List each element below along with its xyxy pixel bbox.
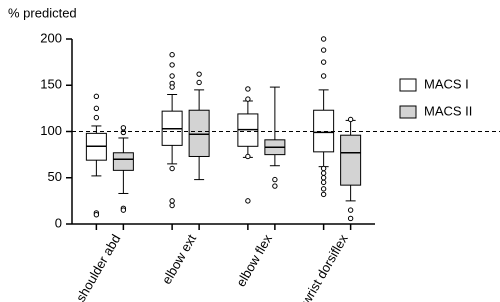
y-tick-label: 0 <box>55 215 62 230</box>
outlier <box>169 62 175 68</box>
outlier <box>196 79 202 86</box>
outlier <box>93 93 100 100</box>
y-tick-label: 100 <box>40 123 62 138</box>
y-tick-label: 200 <box>40 30 62 45</box>
outlier <box>347 116 354 123</box>
outlier <box>320 179 327 186</box>
outlier <box>245 96 251 102</box>
outlier <box>320 73 327 79</box>
legend-label: MACS II <box>424 103 472 118</box>
outlier <box>120 125 127 131</box>
x-tick-label: elbow flex <box>233 231 275 289</box>
outlier <box>347 207 354 213</box>
outlier <box>272 183 278 189</box>
outlier <box>120 207 127 213</box>
y-tick-label: 50 <box>48 169 62 184</box>
box <box>313 109 335 153</box>
outlier <box>169 165 175 172</box>
outlier <box>347 215 354 222</box>
outlier <box>93 212 100 218</box>
outlier <box>320 59 327 65</box>
outlier <box>196 71 202 77</box>
outlier <box>320 186 327 192</box>
box <box>112 152 134 171</box>
box <box>188 109 210 157</box>
outlier <box>320 165 327 172</box>
outlier <box>320 175 327 181</box>
outlier <box>272 176 278 183</box>
outlier <box>320 47 327 53</box>
outlier <box>93 105 100 112</box>
y-axis-title: % predicted <box>8 5 77 20</box>
outlier <box>245 153 251 160</box>
outlier <box>169 198 175 204</box>
legend-swatch <box>399 78 417 92</box>
outlier <box>320 191 327 198</box>
outlier <box>169 84 175 90</box>
box <box>340 134 362 186</box>
outlier <box>320 36 327 42</box>
legend-swatch <box>399 105 417 119</box>
outlier <box>120 129 127 136</box>
x-tick-label: wrist dorsiflex <box>298 231 351 302</box>
legend-label: MACS I <box>424 76 469 91</box>
outlier <box>320 170 327 176</box>
x-tick-label: elbow ext <box>159 231 200 286</box>
x-tick-label: shoulder abd <box>73 232 124 302</box>
outlier <box>169 73 175 79</box>
outlier <box>245 198 251 204</box>
outlier <box>169 52 175 58</box>
outlier <box>93 114 100 121</box>
outlier <box>245 86 251 92</box>
outlier <box>169 202 175 209</box>
y-tick-label: 150 <box>40 77 62 92</box>
